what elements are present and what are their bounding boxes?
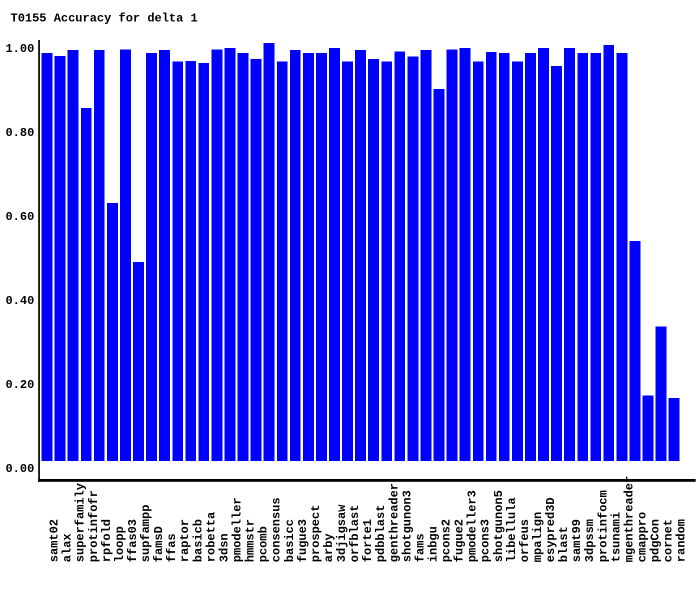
svg-text:pdbblast: pdbblast — [374, 505, 388, 563]
svg-text:pmodeller: pmodeller — [231, 497, 245, 562]
svg-text:shotgunon3: shotgunon3 — [400, 490, 414, 562]
svg-text:robetta: robetta — [204, 512, 218, 562]
svg-text:basicb: basicb — [191, 519, 205, 562]
svg-text:prospect: prospect — [309, 505, 323, 563]
svg-text:0.00: 0.00 — [5, 462, 34, 476]
svg-text:cmappro: cmappro — [636, 512, 650, 562]
svg-text:3djigsaw: 3djigsaw — [335, 504, 349, 562]
svg-text:basicc: basicc — [283, 519, 297, 562]
svg-text:inbgu: inbgu — [426, 526, 440, 562]
svg-text:consensus: consensus — [270, 497, 284, 562]
svg-text:pmodeller3: pmodeller3 — [466, 490, 480, 562]
svg-text:loopp: loopp — [113, 526, 127, 562]
svg-text:orfeus: orfeus — [518, 519, 532, 562]
svg-text:shotgunon5: shotgunon5 — [492, 490, 506, 562]
svg-text:3dsn: 3dsn — [217, 533, 231, 562]
svg-text:supfampp: supfampp — [139, 505, 153, 563]
svg-text:1.00: 1.00 — [5, 42, 34, 56]
svg-text:tsunami: tsunami — [609, 512, 623, 562]
svg-text:0.60: 0.60 — [5, 210, 34, 224]
svg-text:pcomb: pcomb — [257, 526, 271, 562]
svg-text:ffas: ffas — [165, 533, 179, 562]
svg-text:raptor: raptor — [178, 519, 192, 562]
svg-text:fams: fams — [413, 533, 427, 562]
svg-text:genthreader: genthreader — [387, 483, 401, 562]
svg-text:fugue2: fugue2 — [453, 519, 467, 562]
svg-text:protinfocm: protinfocm — [596, 490, 610, 562]
svg-text:fugue3: fugue3 — [296, 519, 310, 562]
svg-text:3dpssm: 3dpssm — [583, 519, 597, 562]
svg-text:famsD: famsD — [152, 526, 166, 562]
svg-text:superfamily: superfamily — [74, 483, 88, 562]
svg-text:samt99: samt99 — [570, 519, 584, 562]
svg-text:esypred3D: esypred3D — [544, 497, 558, 562]
svg-text:T0155 Accuracy for delta 1: T0155 Accuracy for delta 1 — [11, 11, 198, 25]
svg-text:alax: alax — [61, 533, 75, 562]
svg-text:libellula: libellula — [505, 497, 519, 562]
svg-text:mgenthreader: mgenthreader — [622, 476, 636, 562]
svg-text:samt02: samt02 — [48, 519, 62, 562]
svg-text:forte1: forte1 — [361, 519, 375, 562]
svg-text:ffas03: ffas03 — [126, 519, 140, 562]
svg-text:0.80: 0.80 — [5, 126, 34, 140]
svg-text:cornet: cornet — [662, 519, 676, 562]
svg-text:hmmstr: hmmstr — [244, 519, 258, 562]
svg-text:0.40: 0.40 — [5, 294, 34, 308]
svg-text:orfblast: orfblast — [348, 505, 362, 563]
svg-text:pdgCon: pdgCon — [649, 519, 663, 562]
svg-text:pcons2: pcons2 — [440, 519, 454, 562]
svg-text:blast: blast — [557, 526, 571, 562]
svg-text:rpfold: rpfold — [100, 519, 114, 562]
svg-text:0.20: 0.20 — [5, 378, 34, 392]
svg-text:mpalign: mpalign — [531, 512, 545, 562]
svg-text:pcons3: pcons3 — [479, 519, 493, 562]
svg-text:arby: arby — [322, 533, 336, 562]
svg-text:random: random — [675, 519, 689, 562]
svg-text:protinfofr: protinfofr — [87, 490, 101, 562]
